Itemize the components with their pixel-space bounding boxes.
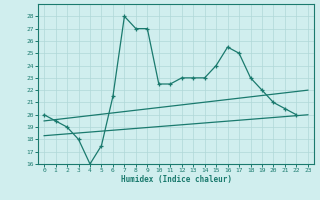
X-axis label: Humidex (Indice chaleur): Humidex (Indice chaleur) [121,175,231,184]
